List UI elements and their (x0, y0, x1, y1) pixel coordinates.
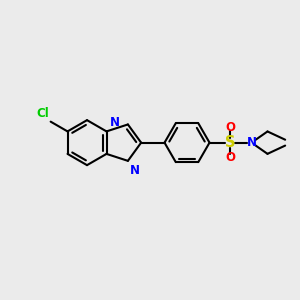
Text: Cl: Cl (36, 107, 49, 120)
Text: S: S (225, 135, 235, 150)
Text: N: N (247, 136, 256, 149)
Text: O: O (225, 152, 235, 164)
Text: N: N (110, 116, 120, 129)
Text: N: N (130, 164, 140, 178)
Text: O: O (225, 121, 235, 134)
